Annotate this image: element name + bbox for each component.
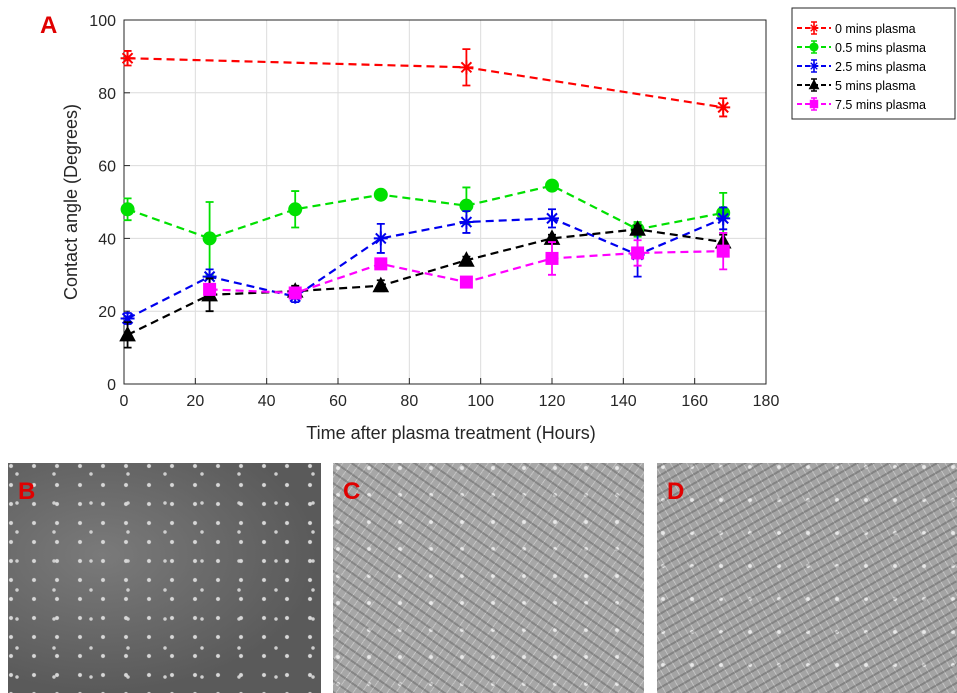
data-point xyxy=(372,276,390,293)
panel-label-a: A xyxy=(40,12,57,39)
data-point xyxy=(202,269,217,284)
legend-marker xyxy=(809,42,819,52)
data-point xyxy=(288,286,302,300)
data-point xyxy=(373,187,388,202)
x-tick-label: 180 xyxy=(753,393,780,410)
micrograph-b xyxy=(8,463,321,693)
data-point xyxy=(120,202,135,217)
legend-marker xyxy=(809,61,819,71)
y-tick-label: 0 xyxy=(107,377,116,394)
data-point xyxy=(545,178,559,193)
legend-item: 0 mins plasma xyxy=(797,21,916,36)
legend-label: 0.5 mins plasma xyxy=(835,41,926,55)
series-line xyxy=(127,228,724,336)
data-point xyxy=(202,231,217,246)
data-point xyxy=(545,251,559,265)
series-layer xyxy=(119,48,732,349)
data-point xyxy=(545,211,559,226)
data-point xyxy=(716,244,730,258)
data-point xyxy=(373,231,388,246)
y-tick-label: 40 xyxy=(98,231,116,248)
series-line xyxy=(127,217,724,320)
legend-item: 2.5 mins plasma xyxy=(797,59,926,74)
legend-label: 2.5 mins plasma xyxy=(835,60,926,74)
legend: 0 mins plasma 0.5 mins plasma 2.5 mins pla… xyxy=(791,7,956,120)
x-tick-label: 100 xyxy=(467,393,494,410)
data-point xyxy=(459,275,473,289)
y-tick-label: 80 xyxy=(98,86,116,103)
series-0 xyxy=(120,48,731,118)
x-tick-label: 40 xyxy=(258,393,276,410)
data-point xyxy=(288,202,303,217)
x-tick-label: 80 xyxy=(400,393,418,410)
micrograph-c xyxy=(333,463,644,693)
panel-label-c: C xyxy=(343,478,361,505)
legend-label: 7.5 mins plasma xyxy=(835,98,926,112)
x-tick-label: 160 xyxy=(681,393,708,410)
panel-label-d: D xyxy=(667,478,685,505)
panel-label-b: B xyxy=(18,478,36,505)
legend-item: 0.5 mins plasma xyxy=(797,40,926,55)
contact-angle-chart: 0 20 40 60 80 100 120 140 160 180 0 20 40 60 80 100 Tim… xyxy=(40,7,956,443)
data-point xyxy=(716,211,731,226)
data-point xyxy=(458,251,475,267)
legend-marker xyxy=(809,23,819,33)
y-axis-label: Contact angle (Degrees) xyxy=(61,104,81,300)
x-tick-label: 0 xyxy=(120,393,129,410)
x-tick-label: 60 xyxy=(329,393,347,410)
legend-label: 5 mins plasma xyxy=(835,79,916,93)
data-point xyxy=(459,198,474,213)
legend-item: 5 mins plasma xyxy=(797,78,916,93)
series-line xyxy=(127,57,724,109)
data-point xyxy=(120,311,135,326)
plot-area-frame xyxy=(123,19,767,385)
data-point xyxy=(629,220,646,236)
y-tick-label: 20 xyxy=(98,304,116,321)
legend-item: 7.5 mins plasma xyxy=(797,97,926,112)
data-point xyxy=(119,325,136,342)
axis-ticks: 0 20 40 60 80 100 120 140 160 180 0 20 40 60 80 100 xyxy=(89,13,779,410)
legend-label: 0 mins plasma xyxy=(835,22,916,36)
x-tick-label: 20 xyxy=(186,393,204,410)
data-point xyxy=(120,51,135,66)
legend-box xyxy=(791,7,956,120)
data-point xyxy=(631,246,645,260)
x-tick-label: 120 xyxy=(539,393,566,410)
micrograph-d xyxy=(657,463,957,693)
series-4 xyxy=(203,232,730,300)
data-point xyxy=(459,215,474,230)
data-point xyxy=(374,257,388,271)
data-point xyxy=(459,60,474,75)
data-point xyxy=(203,282,217,296)
x-tick-label: 140 xyxy=(610,393,637,410)
legend-marker xyxy=(809,99,819,109)
x-axis-label: Time after plasma treatment (Hours) xyxy=(306,423,595,443)
legend-marker xyxy=(808,79,820,90)
y-tick-label: 100 xyxy=(89,13,116,30)
y-tick-label: 60 xyxy=(98,159,116,176)
data-point xyxy=(716,100,731,115)
